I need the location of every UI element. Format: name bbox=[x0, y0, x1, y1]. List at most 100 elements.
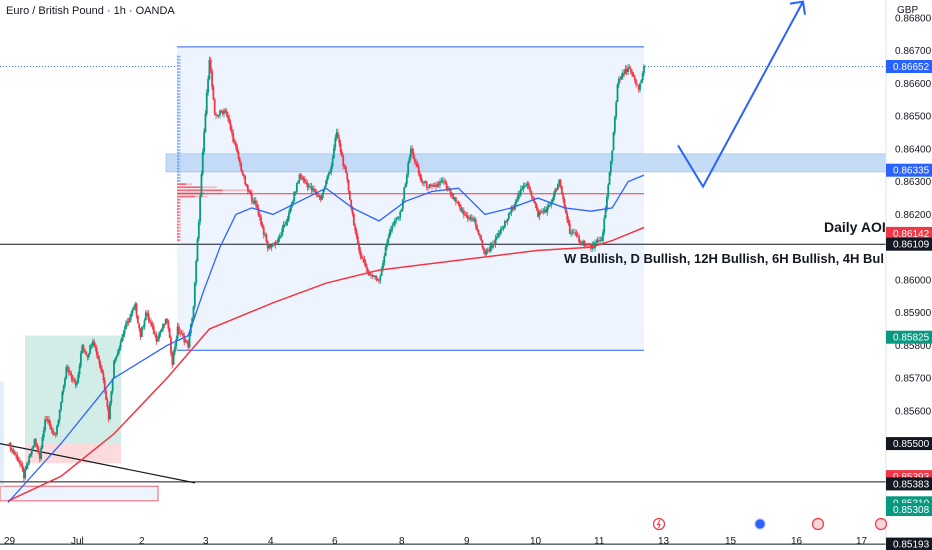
candle-body bbox=[445, 183, 448, 189]
candle-body bbox=[242, 174, 245, 176]
candle-body bbox=[478, 233, 481, 236]
candle-body bbox=[486, 250, 489, 251]
candle-body bbox=[537, 208, 539, 217]
candle-body bbox=[621, 72, 624, 77]
candle-body bbox=[294, 191, 297, 193]
event-uk-flag-icon[interactable] bbox=[811, 517, 825, 531]
volume-profile-bar bbox=[179, 93, 181, 95]
candle-body bbox=[274, 242, 277, 246]
volume-profile-bar bbox=[177, 77, 180, 80]
volume-profile-bar bbox=[179, 117, 181, 120]
candle-body bbox=[90, 345, 93, 346]
volume-profile-bar bbox=[179, 229, 181, 232]
candle-body bbox=[103, 380, 106, 391]
candle-body bbox=[319, 196, 322, 200]
volume-profile-bar bbox=[177, 117, 180, 120]
volume-profile-bar bbox=[177, 89, 180, 92]
candle-body bbox=[48, 419, 50, 424]
candle-body bbox=[79, 353, 82, 366]
candle-body bbox=[179, 332, 182, 334]
event-us-flag-icon[interactable] bbox=[874, 517, 888, 531]
candle-body bbox=[509, 212, 512, 214]
candle-body bbox=[163, 324, 166, 325]
volume-profile-bar bbox=[177, 201, 180, 204]
time-tick-label: 8 bbox=[399, 536, 405, 547]
candle-body bbox=[94, 346, 97, 349]
candle-body bbox=[506, 218, 509, 222]
volume-profile-bar bbox=[177, 136, 180, 139]
candle-body bbox=[17, 459, 20, 461]
volume-profile-bar bbox=[179, 167, 181, 170]
candle-body bbox=[98, 359, 101, 365]
volume-profile-bar bbox=[177, 99, 180, 102]
candle-body bbox=[419, 173, 421, 177]
candle-body bbox=[348, 190, 351, 200]
candle-body bbox=[130, 313, 133, 318]
candle-body bbox=[384, 247, 387, 257]
volume-profile-bar bbox=[177, 142, 180, 145]
candle-body bbox=[526, 183, 529, 186]
candle-body bbox=[363, 259, 366, 263]
volume-profile-bar bbox=[177, 149, 180, 151]
candle-body bbox=[531, 195, 534, 198]
time-tick-label: 16 bbox=[791, 536, 803, 547]
candle-body bbox=[546, 207, 549, 213]
candle-body bbox=[301, 176, 304, 180]
candle-body bbox=[429, 184, 432, 186]
candle-body bbox=[417, 166, 420, 174]
volume-profile-bar bbox=[177, 55, 180, 58]
candle-body bbox=[11, 449, 13, 451]
candle-body bbox=[87, 353, 90, 358]
price-badge bbox=[886, 537, 932, 550]
candle-body bbox=[221, 111, 224, 114]
candle-body bbox=[241, 170, 244, 175]
candle-body bbox=[497, 233, 500, 237]
volume-profile-bar bbox=[177, 96, 180, 98]
candle-body bbox=[109, 402, 111, 420]
candle-body bbox=[518, 194, 521, 196]
candle-body bbox=[449, 189, 452, 196]
candle-body bbox=[78, 365, 81, 375]
candle-body bbox=[529, 187, 531, 192]
candle-body bbox=[135, 303, 138, 316]
candle-body bbox=[277, 238, 280, 243]
candle-body bbox=[24, 468, 27, 479]
volume-profile-bar bbox=[179, 111, 181, 114]
volume-profile-bar bbox=[177, 152, 180, 154]
volume-profile-bar bbox=[177, 61, 180, 64]
candle-body bbox=[420, 176, 423, 183]
candle-body bbox=[635, 79, 637, 85]
candle-body bbox=[99, 364, 102, 370]
candle-body bbox=[238, 158, 241, 163]
volume-profile-bar bbox=[179, 173, 181, 176]
volume-profile-bar bbox=[177, 130, 180, 133]
candle-body bbox=[184, 340, 187, 343]
volume-profile-bar bbox=[177, 195, 196, 198]
candle-body bbox=[470, 217, 473, 219]
price-tick-label: 0.86400 bbox=[895, 145, 932, 156]
range-box bbox=[177, 46, 644, 351]
candle-body bbox=[498, 233, 501, 234]
candle-body bbox=[333, 147, 335, 159]
candle-body bbox=[123, 329, 126, 334]
candle-body bbox=[216, 115, 219, 117]
candle-body bbox=[608, 172, 611, 185]
candle-body bbox=[110, 391, 113, 403]
candle-body bbox=[501, 227, 504, 229]
candle-body bbox=[503, 220, 506, 228]
candle-body bbox=[229, 122, 232, 130]
candle-body bbox=[144, 312, 147, 321]
candle-body bbox=[354, 225, 357, 231]
candle-body bbox=[53, 433, 56, 435]
candle-body bbox=[515, 200, 518, 203]
candle-body bbox=[143, 320, 146, 327]
candle-body bbox=[403, 187, 406, 200]
volume-profile-bar bbox=[177, 220, 180, 223]
event-eu-flag-icon[interactable] bbox=[753, 517, 767, 531]
volume-profile-bar bbox=[179, 164, 181, 167]
candle-body bbox=[213, 99, 216, 114]
candle-body bbox=[291, 201, 294, 205]
candle-body bbox=[195, 261, 198, 283]
price-badge-label: 0.86142 bbox=[893, 229, 930, 240]
